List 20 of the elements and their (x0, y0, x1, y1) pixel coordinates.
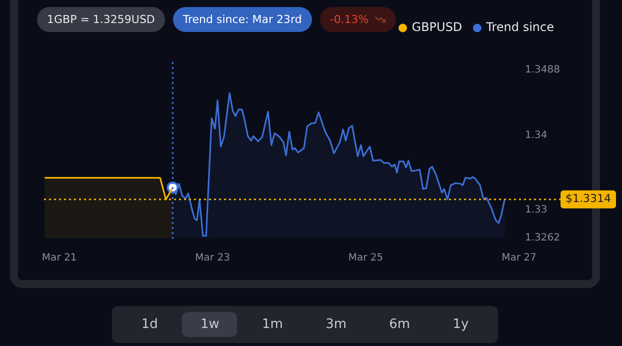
text: 1GBP = 1.3259USD (47, 13, 155, 26)
text: 1d (140, 316, 159, 334)
text: -0.13% (330, 13, 369, 26)
legend-label: GBPUSD (412, 20, 462, 34)
text: 3m (324, 316, 348, 334)
x-tick-label: Mar 23 (195, 252, 230, 264)
y-tick-label: 1.3262 (525, 232, 560, 244)
x-tick-label: Mar 27 (502, 252, 536, 264)
text: 1m (261, 316, 284, 334)
x-tick-label: Mar 21 (42, 252, 77, 264)
text: 6m (388, 316, 412, 334)
y-tick-label: 1.33 (525, 204, 548, 216)
text: Trend since: Mar 23rd (182, 13, 302, 26)
ref-line-label: $1.3314 (566, 192, 612, 206)
y-tick-label: 1.34 (525, 130, 548, 142)
text: 1y (452, 316, 470, 334)
text: 1w (182, 312, 238, 337)
legend-label: Trend since (485, 20, 554, 34)
x-tick-label: Mar 25 (348, 252, 384, 264)
y-tick-label: 1.3488 (525, 64, 560, 76)
